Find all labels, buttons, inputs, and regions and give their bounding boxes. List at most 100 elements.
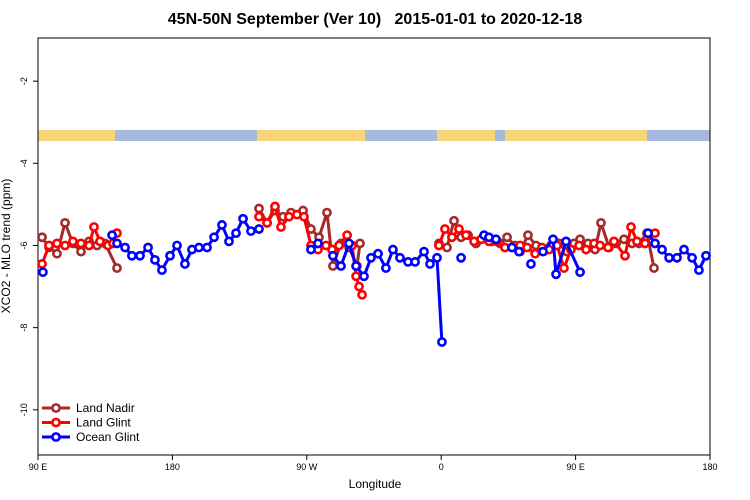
data-point [194, 242, 204, 253]
data-point [640, 238, 650, 249]
x-tick-label: 90 E [566, 462, 585, 472]
data-point [112, 263, 122, 273]
data-point [561, 236, 571, 247]
data-point [135, 250, 145, 261]
data-point [701, 250, 711, 261]
data-point [52, 238, 62, 249]
data-point [217, 220, 227, 230]
data-point [165, 250, 175, 261]
legend-marker [51, 403, 61, 413]
data-point [657, 244, 667, 255]
data-point [609, 236, 619, 247]
data-point [650, 238, 660, 249]
data-point [514, 246, 524, 257]
data-point [381, 263, 391, 273]
data-point [664, 252, 674, 263]
legend-label: Land Nadir [76, 401, 135, 415]
data-point [694, 265, 704, 276]
y-tick-label: -6 [19, 241, 29, 249]
data-point [502, 232, 512, 243]
data-point [254, 211, 264, 222]
data-point [224, 236, 234, 247]
data-point [112, 238, 122, 249]
data-point [336, 261, 346, 271]
data-point [107, 230, 117, 241]
data-point [202, 242, 212, 253]
data-point [76, 238, 86, 249]
y-tick-label: -8 [19, 324, 29, 332]
ocean-strip [647, 130, 710, 141]
land-mask-strip [38, 130, 710, 141]
x-tick-label: 0 [439, 462, 444, 472]
data-point [84, 240, 94, 251]
data-point [449, 215, 459, 226]
data-point [37, 232, 47, 243]
data-point [442, 242, 452, 253]
data-point [254, 203, 264, 214]
data-point [574, 240, 584, 251]
data-point [643, 228, 653, 239]
data-point [270, 201, 280, 212]
data-point [410, 257, 420, 267]
data-point [37, 259, 47, 269]
data-point [355, 238, 365, 249]
data-point [172, 240, 182, 251]
data-point [373, 248, 383, 259]
data-point [246, 226, 256, 236]
data-point [620, 250, 630, 261]
data-point [68, 236, 78, 247]
x-tick-label: 180 [702, 462, 717, 472]
data-point [595, 240, 605, 251]
data-point [461, 230, 471, 241]
legend-marker [51, 432, 61, 442]
data-point [52, 248, 62, 259]
data-point [538, 246, 548, 257]
data-point [419, 246, 429, 257]
data-point [440, 224, 450, 234]
data-point [254, 224, 264, 234]
data-point [143, 242, 153, 253]
data-point [284, 211, 294, 222]
data-point [76, 246, 86, 257]
data-point [447, 232, 457, 243]
data-point [596, 217, 606, 228]
data-point [322, 207, 332, 218]
data-point [456, 252, 466, 263]
ocean-strip [115, 130, 257, 141]
data-point [523, 230, 533, 241]
data-point [357, 289, 367, 300]
data-point [626, 222, 636, 232]
data-point [354, 281, 364, 292]
data-point [328, 250, 338, 261]
land-strip [505, 130, 647, 141]
data-point [548, 234, 558, 245]
data-point [437, 337, 447, 347]
data-point [334, 240, 344, 251]
data-point [687, 252, 697, 263]
data-point [454, 224, 464, 234]
land-strip [38, 130, 115, 141]
legend-marker [51, 417, 61, 428]
data-point [38, 267, 48, 278]
data-point [366, 252, 376, 263]
data-point [575, 267, 585, 278]
y-tick-label: -2 [19, 77, 29, 85]
data-point [95, 236, 105, 247]
data-point [60, 240, 70, 251]
y-axis-label: XCO2 - MLO trend (ppm) [0, 179, 13, 314]
x-tick-label: 90 E [29, 462, 48, 472]
data-point [127, 250, 137, 261]
ocean-strip [365, 130, 437, 141]
plot-frame [37, 37, 711, 456]
data-point [157, 265, 167, 276]
data-point [434, 240, 444, 251]
data-point [60, 217, 70, 228]
data-point [632, 236, 642, 247]
data-point [526, 259, 536, 269]
y-tick-label: -10 [19, 403, 29, 416]
x-tick-label: 90 W [296, 462, 318, 472]
data-point [351, 261, 361, 271]
data-point [342, 230, 353, 241]
data-point [262, 217, 272, 228]
data-point [231, 228, 241, 239]
